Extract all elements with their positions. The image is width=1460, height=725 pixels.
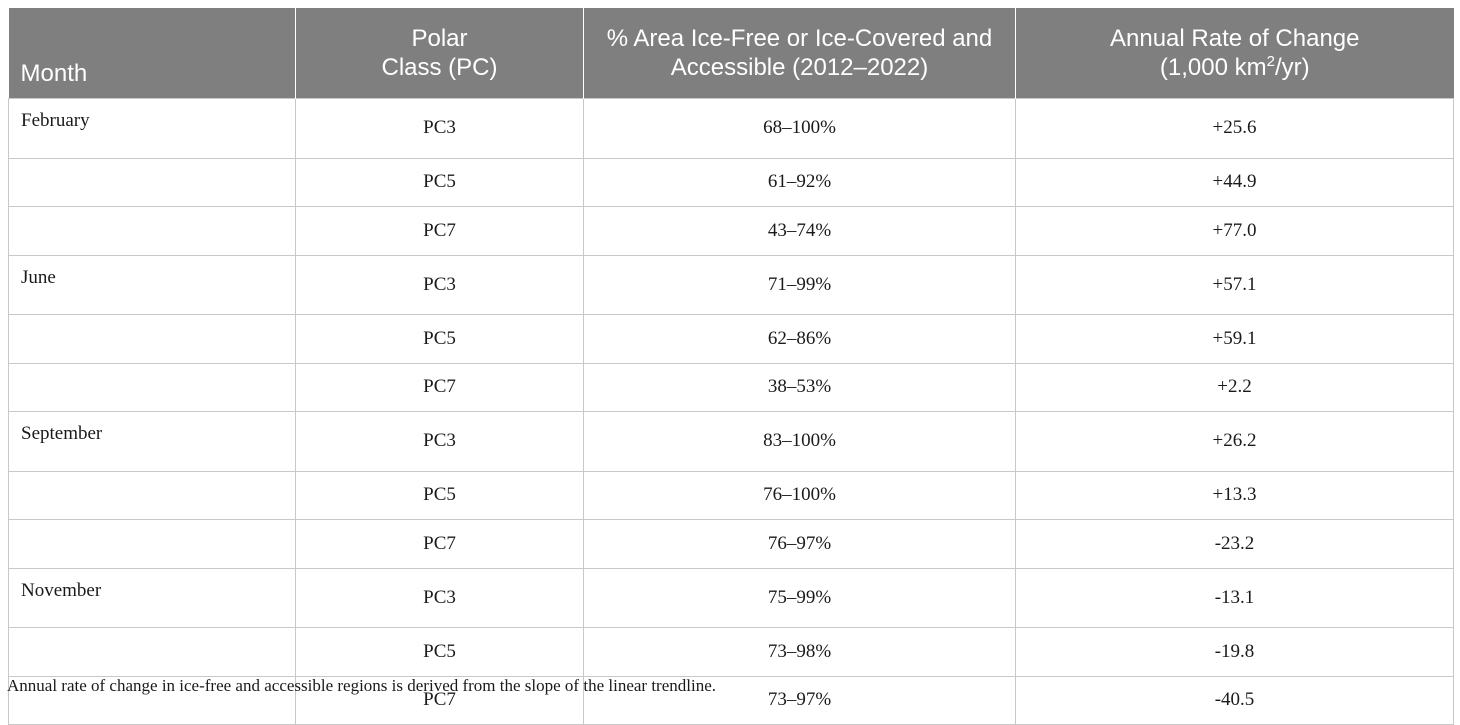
cell-rate: -13.1 — [1015, 567, 1454, 628]
table-row: PC5 62–86% +59.1 — [8, 314, 1454, 364]
cell-rate: +26.2 — [1015, 411, 1454, 472]
cell-area: 38–53% — [583, 362, 1016, 412]
cell-polar-class: PC3 — [295, 98, 584, 159]
cell-rate: +13.3 — [1015, 470, 1454, 520]
header-month-label: Month — [20, 60, 88, 87]
header-area-line1: % Area Ice-Free or Ice-Covered and — [606, 25, 993, 52]
table-row: February PC3 68–100% +25.6 — [8, 98, 1454, 159]
cell-rate: +77.0 — [1015, 206, 1454, 256]
table-row: PC5 61–92% +44.9 — [8, 157, 1454, 207]
header-rate-line1: Annual Rate of Change — [1109, 25, 1360, 52]
cell-area: 76–100% — [583, 470, 1016, 520]
cell-month — [8, 314, 296, 364]
cell-polar-class: PC5 — [295, 627, 584, 677]
cell-polar-class: PC3 — [295, 254, 584, 315]
cell-month: November — [8, 567, 296, 628]
cell-area: 73–98% — [583, 627, 1016, 677]
cell-month — [8, 470, 296, 520]
cell-area: 76–97% — [583, 519, 1016, 569]
cell-rate: +44.9 — [1015, 157, 1454, 207]
cell-polar-class: PC5 — [295, 470, 584, 520]
cell-month: September — [8, 411, 296, 472]
header-rate-unit-sup: 2 — [1266, 53, 1275, 70]
cell-month — [8, 206, 296, 256]
cell-rate: +57.1 — [1015, 254, 1454, 315]
table-body: February PC3 68–100% +25.6 PC5 61–92% +4… — [8, 98, 1454, 725]
table-row: PC5 73–98% -19.8 — [8, 627, 1454, 677]
cell-polar-class: PC3 — [295, 411, 584, 472]
header-area-line2: Accessible (2012–2022) — [670, 54, 929, 81]
cell-area: 43–74% — [583, 206, 1016, 256]
cell-polar-class: PC5 — [295, 314, 584, 364]
cell-area: 75–99% — [583, 567, 1016, 628]
header-area: % Area Ice-Free or Ice-Covered and Acces… — [583, 8, 1016, 99]
cell-month — [8, 362, 296, 412]
table-row: September PC3 83–100% +26.2 — [8, 411, 1454, 472]
header-rate-line2: (1,000 km2/yr) — [1028, 53, 1442, 82]
cell-area: 68–100% — [583, 98, 1016, 159]
table-row: June PC3 71–99% +57.1 — [8, 254, 1454, 315]
cell-month — [8, 627, 296, 677]
header-polar-class: Polar Class (PC) — [295, 8, 584, 99]
cell-rate: +2.2 — [1015, 362, 1454, 412]
table-row: PC7 38–53% +2.2 — [8, 362, 1454, 412]
header-month: Month — [8, 8, 296, 99]
table-row: PC7 43–74% +77.0 — [8, 206, 1454, 256]
header-rate: Annual Rate of Change (1,000 km2/yr) — [1015, 8, 1454, 99]
header-row: Month Polar Class (PC) % Area Ice-Free o… — [8, 8, 1454, 99]
cell-polar-class: PC5 — [295, 157, 584, 207]
table-footnote: Annual rate of change in ice-free and ac… — [7, 676, 716, 695]
ice-accessibility-table: Month Polar Class (PC) % Area Ice-Free o… — [8, 8, 1454, 725]
cell-area: 83–100% — [583, 411, 1016, 472]
cell-area: 71–99% — [583, 254, 1016, 315]
cell-rate: -23.2 — [1015, 519, 1454, 569]
cell-rate: -40.5 — [1015, 675, 1454, 725]
table-row: November PC3 75–99% -13.1 — [8, 567, 1454, 628]
cell-polar-class: PC7 — [295, 206, 584, 256]
cell-rate: +25.6 — [1015, 98, 1454, 159]
cell-month: February — [8, 98, 296, 159]
cell-month — [8, 157, 296, 207]
header-polar-class-line2: Class (PC) — [381, 54, 498, 81]
header-polar-class-line1: Polar — [411, 25, 468, 52]
header-rate-unit-pre: (1,000 km — [1159, 54, 1267, 81]
table-row: PC5 76–100% +13.3 — [8, 470, 1454, 520]
cell-rate: +59.1 — [1015, 314, 1454, 364]
cell-area: 61–92% — [583, 157, 1016, 207]
cell-month: June — [8, 254, 296, 315]
data-table-container: Month Polar Class (PC) % Area Ice-Free o… — [8, 8, 1454, 725]
cell-rate: -19.8 — [1015, 627, 1454, 677]
cell-month — [8, 519, 296, 569]
table-row: PC7 76–97% -23.2 — [8, 519, 1454, 569]
header-rate-unit-post: /yr) — [1274, 54, 1310, 81]
cell-polar-class: PC7 — [295, 362, 584, 412]
table-header: Month Polar Class (PC) % Area Ice-Free o… — [8, 8, 1454, 99]
cell-polar-class: PC3 — [295, 567, 584, 628]
cell-area: 62–86% — [583, 314, 1016, 364]
cell-polar-class: PC7 — [295, 519, 584, 569]
